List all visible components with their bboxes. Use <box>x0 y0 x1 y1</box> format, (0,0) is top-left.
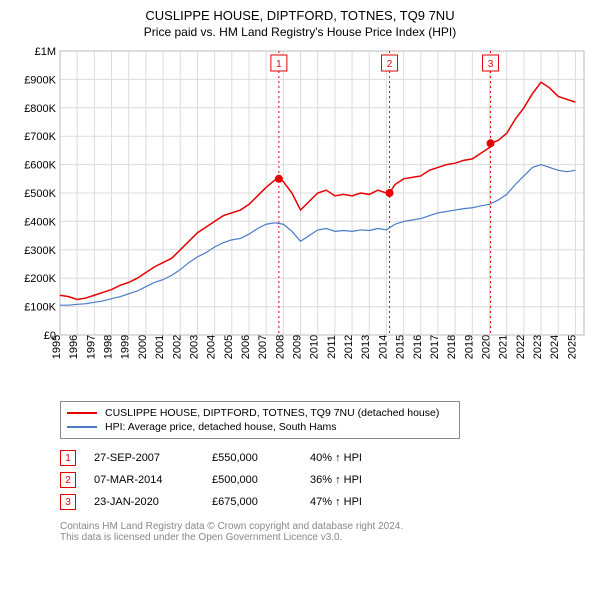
svg-text:£600K: £600K <box>24 160 56 172</box>
chart-subtitle: Price paid vs. HM Land Registry's House … <box>10 25 590 39</box>
svg-text:2009: 2009 <box>292 335 304 359</box>
svg-text:2: 2 <box>387 59 393 70</box>
event-marker: 2 <box>60 472 76 488</box>
svg-text:2007: 2007 <box>257 335 269 359</box>
svg-text:2019: 2019 <box>463 335 475 359</box>
svg-text:1999: 1999 <box>120 335 132 359</box>
svg-text:3: 3 <box>488 59 494 70</box>
svg-text:1: 1 <box>276 59 282 70</box>
event-hpi: 36% ↑ HPI <box>310 474 362 486</box>
svg-text:£900K: £900K <box>24 74 56 86</box>
event-hpi: 47% ↑ HPI <box>310 496 362 508</box>
svg-text:2011: 2011 <box>326 335 338 359</box>
event-price: £675,000 <box>212 496 292 508</box>
event-hpi: 40% ↑ HPI <box>310 452 362 464</box>
svg-text:£800K: £800K <box>24 103 56 115</box>
svg-text:£400K: £400K <box>24 216 56 228</box>
event-row: 2 07-MAR-2014 £500,000 36% ↑ HPI <box>60 469 590 491</box>
svg-text:£700K: £700K <box>24 131 56 143</box>
svg-text:2003: 2003 <box>188 335 200 359</box>
svg-text:2006: 2006 <box>240 335 252 359</box>
legend-row: CUSLIPPE HOUSE, DIPTFORD, TOTNES, TQ9 7N… <box>67 406 453 420</box>
legend-label: CUSLIPPE HOUSE, DIPTFORD, TOTNES, TQ9 7N… <box>105 407 439 419</box>
svg-text:2014: 2014 <box>377 335 389 359</box>
svg-text:2025: 2025 <box>566 335 578 359</box>
svg-text:2010: 2010 <box>309 335 321 359</box>
event-marker: 3 <box>60 494 76 510</box>
event-date: 07-MAR-2014 <box>94 474 194 486</box>
svg-text:2004: 2004 <box>206 335 218 359</box>
svg-text:£300K: £300K <box>24 245 56 257</box>
chart-svg: £0£100K£200K£300K£400K£500K£600K£700K£80… <box>10 45 590 395</box>
chart-title: CUSLIPPE HOUSE, DIPTFORD, TOTNES, TQ9 7N… <box>10 8 590 23</box>
svg-text:£500K: £500K <box>24 188 56 200</box>
event-marker: 1 <box>60 450 76 466</box>
legend-swatch <box>67 412 97 414</box>
legend: CUSLIPPE HOUSE, DIPTFORD, TOTNES, TQ9 7N… <box>60 401 460 439</box>
svg-text:2023: 2023 <box>532 335 544 359</box>
legend-label: HPI: Average price, detached house, Sout… <box>105 421 337 433</box>
svg-text:2005: 2005 <box>223 335 235 359</box>
svg-text:2020: 2020 <box>481 335 493 359</box>
svg-text:2002: 2002 <box>171 335 183 359</box>
svg-text:2012: 2012 <box>343 335 355 359</box>
event-date: 23-JAN-2020 <box>94 496 194 508</box>
footer-line2: This data is licensed under the Open Gov… <box>60 532 590 543</box>
svg-text:1998: 1998 <box>103 335 115 359</box>
svg-text:2000: 2000 <box>137 335 149 359</box>
legend-swatch <box>67 426 97 428</box>
svg-text:2018: 2018 <box>446 335 458 359</box>
event-price: £500,000 <box>212 474 292 486</box>
svg-text:2001: 2001 <box>154 335 166 359</box>
events-table: 1 27-SEP-2007 £550,000 40% ↑ HPI 2 07-MAR-201… <box>60 447 590 513</box>
svg-text:2021: 2021 <box>498 335 510 359</box>
svg-text:2008: 2008 <box>274 335 286 359</box>
svg-text:1997: 1997 <box>85 335 97 359</box>
footer-line1: Contains HM Land Registry data © Crown c… <box>60 521 590 532</box>
svg-text:£200K: £200K <box>24 273 56 285</box>
svg-text:2013: 2013 <box>360 335 372 359</box>
svg-text:2015: 2015 <box>395 335 407 359</box>
event-row: 1 27-SEP-2007 £550,000 40% ↑ HPI <box>60 447 590 469</box>
svg-text:1995: 1995 <box>51 335 63 359</box>
svg-text:£1M: £1M <box>35 46 56 58</box>
svg-text:1996: 1996 <box>68 335 80 359</box>
svg-text:2016: 2016 <box>412 335 424 359</box>
event-price: £550,000 <box>212 452 292 464</box>
svg-text:2024: 2024 <box>549 335 561 359</box>
svg-text:2022: 2022 <box>515 335 527 359</box>
legend-row: HPI: Average price, detached house, Sout… <box>67 420 453 434</box>
svg-text:£100K: £100K <box>24 302 56 314</box>
event-date: 27-SEP-2007 <box>94 452 194 464</box>
footer: Contains HM Land Registry data © Crown c… <box>60 521 590 543</box>
svg-text:2017: 2017 <box>429 335 441 359</box>
event-row: 3 23-JAN-2020 £675,000 47% ↑ HPI <box>60 491 590 513</box>
chart-area: £0£100K£200K£300K£400K£500K£600K£700K£80… <box>10 45 590 395</box>
